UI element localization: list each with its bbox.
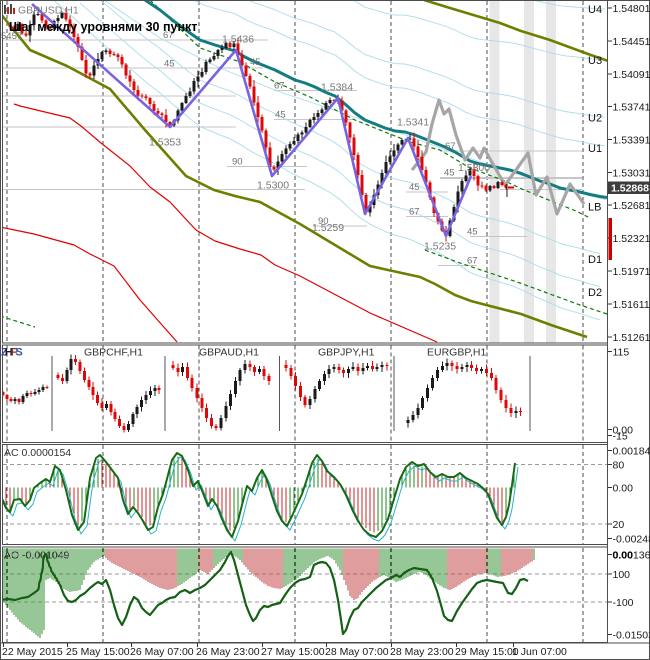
svg-text:45: 45 [444, 168, 455, 179]
svg-text:25 May 15:00: 25 May 15:00 [66, 646, 130, 658]
svg-text:5457: 5457 [1, 31, 22, 42]
svg-text:ZHFS: ZHFS [1, 347, 23, 359]
svg-text:29 May 15:00: 29 May 15:00 [455, 646, 519, 658]
svg-text:1.52868: 1.52868 [611, 183, 649, 195]
svg-text:D1: D1 [588, 254, 602, 266]
svg-text:45: 45 [467, 227, 478, 238]
svg-text:90: 90 [318, 216, 329, 227]
svg-text:1.5259: 1.5259 [312, 222, 344, 234]
svg-text:67: 67 [163, 30, 174, 41]
svg-text:1.53031: 1.53031 [613, 167, 650, 179]
svg-text:0.00: 0.00 [613, 483, 634, 495]
svg-text:22 May 2015: 22 May 2015 [2, 646, 63, 658]
svg-text:U4: U4 [588, 4, 602, 16]
svg-text:1.5235: 1.5235 [424, 241, 456, 253]
svg-text:67: 67 [445, 141, 456, 152]
svg-text:-100: -100 [613, 597, 634, 609]
svg-text:26 May 07:00: 26 May 07:00 [130, 646, 194, 658]
svg-text:-0.015031: -0.015031 [613, 630, 650, 642]
svg-text:1.5353: 1.5353 [149, 137, 181, 149]
svg-text:1.51971: 1.51971 [613, 266, 650, 278]
svg-text:1.52321: 1.52321 [613, 233, 650, 245]
svg-text:1.5436: 1.5436 [222, 34, 254, 46]
svg-text:67: 67 [409, 207, 420, 218]
svg-text:U3: U3 [588, 55, 602, 67]
svg-text:1.52681: 1.52681 [613, 200, 650, 212]
svg-text:0.00: 0.00 [613, 549, 634, 561]
svg-text:U2: U2 [588, 113, 602, 125]
svg-text:1.51611: 1.51611 [613, 299, 650, 311]
svg-text:GBPAUD,H1: GBPAUD,H1 [199, 347, 259, 359]
svg-text:45: 45 [275, 110, 286, 121]
svg-text:D2: D2 [588, 287, 602, 299]
svg-text:45: 45 [250, 57, 261, 68]
svg-text:1.54451: 1.54451 [613, 36, 650, 48]
svg-text:1.51261: 1.51261 [613, 332, 650, 344]
svg-text:67: 67 [274, 81, 285, 92]
svg-text:AO -0.001049: AO -0.001049 [4, 550, 70, 562]
svg-text:1 Jun 07:00: 1 Jun 07:00 [512, 646, 567, 658]
svg-text:U1: U1 [588, 143, 602, 155]
svg-text:GBPUSD,H1: GBPUSD,H1 [18, 5, 79, 17]
svg-text:GBPJPY,H1: GBPJPY,H1 [318, 347, 375, 359]
svg-text:EURGBP,H1: EURGBP,H1 [427, 347, 486, 359]
svg-text:LB: LB [588, 202, 601, 214]
svg-text:1.5300: 1.5300 [257, 180, 289, 192]
svg-text:1.53741: 1.53741 [613, 102, 650, 114]
svg-text:1.5384: 1.5384 [321, 82, 353, 94]
svg-text:28 May 23:00: 28 May 23:00 [390, 646, 454, 658]
svg-text:Шаг между уровнями 30 пункт: Шаг между уровнями 30 пункт [9, 20, 197, 34]
svg-text:45: 45 [409, 182, 420, 193]
svg-text:-15: -15 [613, 430, 628, 442]
svg-text:80: 80 [613, 460, 625, 472]
svg-text:100: 100 [613, 569, 631, 581]
svg-text:-0.002484: -0.002484 [613, 534, 650, 546]
svg-text:1.54801: 1.54801 [613, 3, 650, 15]
svg-text:20: 20 [613, 519, 625, 531]
svg-text:28 May 07:00: 28 May 07:00 [325, 646, 389, 658]
svg-text:115: 115 [613, 347, 630, 359]
svg-text:26 May 23:00: 26 May 23:00 [196, 646, 260, 658]
svg-text:1.53391: 1.53391 [613, 135, 650, 147]
svg-text:90: 90 [232, 157, 243, 168]
svg-text:1.5300: 1.5300 [458, 162, 490, 174]
svg-text:27 May 15:00: 27 May 15:00 [261, 646, 325, 658]
svg-text:1.5341: 1.5341 [397, 117, 429, 129]
svg-text:1.54091: 1.54091 [613, 69, 650, 81]
svg-text:0,00: 0,00 [613, 424, 634, 436]
svg-text:GBPCHF,H1: GBPCHF,H1 [84, 347, 143, 359]
svg-text:AC 0.0000154: AC 0.0000154 [4, 447, 71, 459]
svg-text:0.001841: 0.001841 [613, 446, 650, 458]
svg-text:67: 67 [467, 256, 478, 267]
svg-text:45: 45 [164, 59, 175, 70]
